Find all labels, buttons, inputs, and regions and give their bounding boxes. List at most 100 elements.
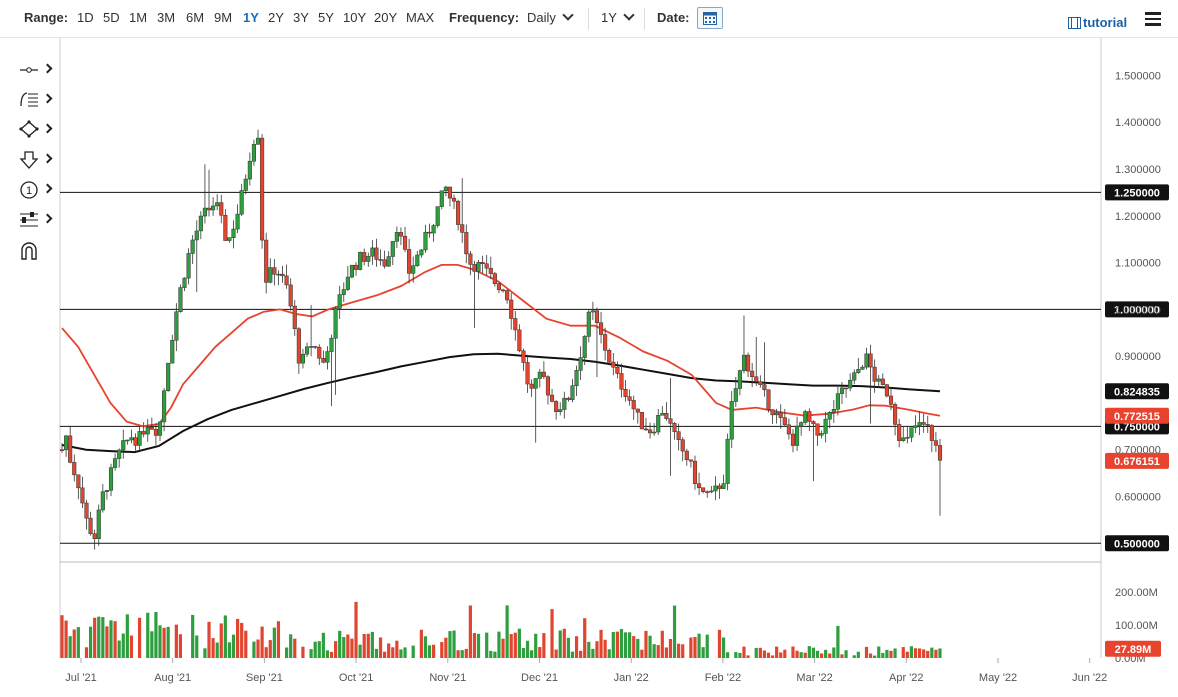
candle-body <box>235 213 240 230</box>
candle-body <box>643 428 649 431</box>
candle-body <box>554 401 559 412</box>
range-6m-button[interactable]: 6M <box>186 10 205 25</box>
price-tick-label: 0.600000 <box>1115 492 1161 504</box>
candle-body <box>864 353 869 368</box>
candle-body <box>586 311 591 337</box>
candle-body <box>844 387 849 390</box>
time-tick-label: Feb '22 <box>705 672 741 684</box>
volume-bar <box>505 605 509 658</box>
candle-body <box>366 255 371 262</box>
volume-bar <box>362 634 366 658</box>
volume-bar <box>501 638 505 658</box>
volume-bar <box>836 625 840 658</box>
volume-bar <box>591 648 595 658</box>
shape-tool-button[interactable] <box>14 118 54 140</box>
range-5d-button[interactable]: 5D <box>103 10 120 25</box>
candle-body <box>880 378 885 385</box>
volume-bar <box>203 648 207 658</box>
candle-body <box>76 474 81 489</box>
candle-body <box>398 232 403 237</box>
candle-body <box>549 394 555 402</box>
calendar-button[interactable] <box>697 7 723 29</box>
range-3m-button[interactable]: 3M <box>157 10 176 25</box>
price-tick-label: 1.300000 <box>1115 164 1161 176</box>
ma-short-tag <box>1105 407 1169 424</box>
volume-bar <box>738 652 742 658</box>
last-price-tag-label: 0.676151 <box>1114 456 1160 468</box>
candle-body <box>684 450 689 461</box>
volume-bar <box>276 621 281 658</box>
range-1m-button[interactable]: 1M <box>129 10 148 25</box>
magnet-tool-button[interactable] <box>14 238 54 260</box>
candle-body <box>443 186 448 191</box>
candle-body <box>198 215 203 232</box>
hamburger-menu-icon[interactable] <box>1145 12 1161 26</box>
candle-body <box>725 438 730 484</box>
volume-bar <box>464 648 468 658</box>
frequency-select[interactable]: Daily <box>527 9 574 26</box>
volume-bar <box>223 615 227 658</box>
arrow-tool-button[interactable] <box>14 148 54 170</box>
candle-body <box>64 435 69 451</box>
candle-body <box>362 252 367 262</box>
range-5y-button[interactable]: 5Y <box>318 10 334 25</box>
price-tick-label: 1.200000 <box>1115 211 1161 223</box>
candle-body <box>68 435 73 463</box>
candle-body <box>603 334 608 351</box>
chevron-down-icon <box>623 9 635 21</box>
candle-body <box>713 485 718 492</box>
fib-tool-icon <box>20 92 38 107</box>
range-1y-button[interactable]: 1Y <box>243 10 259 25</box>
range-20y-button[interactable]: 20Y <box>374 10 398 25</box>
candle-body <box>860 366 865 370</box>
candle-body <box>901 437 906 441</box>
range-10y-button[interactable]: 10Y <box>343 10 367 25</box>
candle-body <box>251 144 256 162</box>
price-tags: 0.824835 0.772515 0.676151 27.89M <box>1105 383 1169 657</box>
price-chart[interactable]: 1.250000 1.000000 0.750000 0.500000 1.50000… <box>0 38 1178 697</box>
fib-tool-button[interactable] <box>14 88 54 110</box>
tutorial-link[interactable]: tutorial <box>1068 15 1127 30</box>
measure-tool-button[interactable] <box>14 208 54 230</box>
candle-body <box>153 429 158 436</box>
measure-tool-icon <box>20 212 38 227</box>
range-3y-button[interactable]: 3Y <box>293 10 309 25</box>
candle-body <box>505 290 510 301</box>
volume-bar <box>877 646 881 658</box>
volume-bar <box>922 649 926 658</box>
price-tick-label: 0.900000 <box>1115 351 1161 363</box>
range-9m-button[interactable]: 9M <box>214 10 233 25</box>
candle-body <box>648 429 653 434</box>
volume-bar <box>538 647 542 658</box>
volume-bar <box>873 655 877 658</box>
candle-body <box>386 256 391 267</box>
candle-body <box>117 449 122 459</box>
volume-bar <box>583 618 587 658</box>
volume-bar <box>566 637 570 658</box>
candle-body <box>627 396 632 401</box>
volume-bar <box>387 643 391 658</box>
range-1d-button[interactable]: 1D <box>77 10 94 25</box>
label-tool-button[interactable]: 1 <box>14 178 54 200</box>
candle-body <box>594 310 600 323</box>
volume-bar <box>97 616 101 658</box>
candle-body <box>243 178 248 191</box>
toolbar-divider <box>644 8 645 30</box>
candle-body <box>541 371 546 377</box>
volume-bar <box>701 647 705 658</box>
candle-body <box>537 371 542 379</box>
candle-body <box>370 247 375 257</box>
range-max-button[interactable]: MAX <box>406 10 435 25</box>
candle-body <box>456 200 461 225</box>
candle-body <box>382 259 387 267</box>
candle-body <box>856 369 861 373</box>
candle-body <box>145 427 150 435</box>
volume-bar <box>828 653 832 658</box>
line-tool-button[interactable] <box>14 58 54 80</box>
volume-bar <box>779 652 783 658</box>
range-2y-button[interactable]: 2Y <box>268 10 284 25</box>
candle-body <box>652 431 657 434</box>
volume-bar <box>558 630 562 658</box>
candle-body <box>668 418 673 424</box>
period-select[interactable]: 1Y <box>601 9 635 26</box>
